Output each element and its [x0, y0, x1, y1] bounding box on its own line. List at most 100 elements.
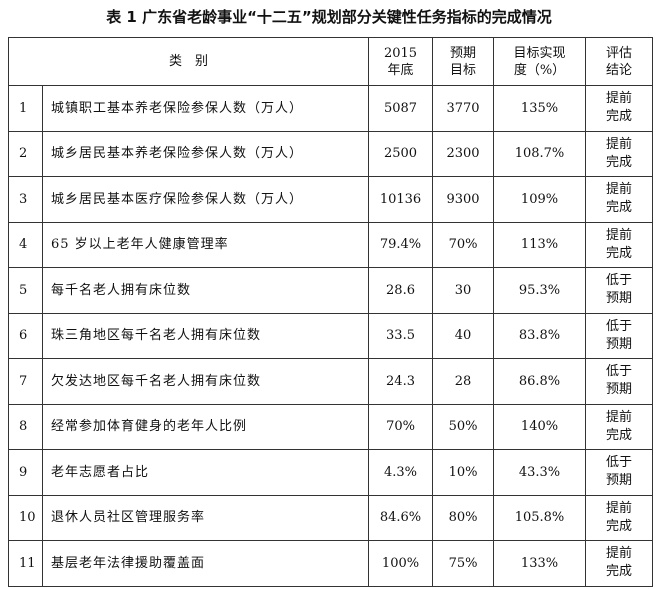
table-cell: 10%: [432, 449, 495, 496]
table-cell: 65 岁以上老年人健康管理率: [41, 221, 370, 268]
table-cell: 33.5: [368, 312, 434, 359]
table-row: 1 城镇职工基本养老保险参保人数（万人） 5087 3770 135% 提前完成: [8, 85, 654, 132]
cell-text: 108.7%: [514, 146, 565, 162]
cell-text: 10136: [379, 191, 422, 207]
table-cell: 低于预期: [585, 449, 654, 496]
cell-text: 95.3%: [518, 282, 561, 298]
cell-text: 1: [19, 100, 28, 116]
cell-text: 低于预期: [606, 455, 633, 489]
cell-text: 79.4%: [379, 237, 422, 253]
table-cell: 80%: [432, 494, 495, 541]
header-line: 预期: [450, 45, 477, 61]
table-cell: 城乡居民基本医疗保险参保人数（万人）: [41, 176, 370, 223]
cell-text: 4: [19, 237, 28, 253]
header-line: 类 别: [169, 54, 209, 69]
table-cell: 30: [432, 267, 495, 314]
table-cell: 9300: [432, 176, 495, 223]
table-cell: 7: [8, 358, 43, 405]
cell-text: 退休人员社区管理服务率: [51, 510, 206, 526]
header-cell: 类 别: [7, 37, 370, 86]
table-cell: 提前完成: [585, 221, 654, 268]
table-cell: 2: [8, 130, 43, 177]
cell-text: 欠发达地区每千名老人拥有床位数: [51, 373, 262, 389]
table-cell: 75%: [432, 540, 495, 587]
table-cell: 133%: [493, 540, 587, 587]
table-row: 8 经常参加体育健身的老年人比例 70% 50% 140% 提前完成: [8, 403, 654, 450]
header-line: 结论: [606, 62, 633, 78]
cell-text: 3770: [446, 100, 480, 116]
cell-text: 83.8%: [518, 328, 561, 344]
cell-text: 珠三角地区每千名老人拥有床位数: [51, 328, 262, 344]
table-cell: 95.3%: [493, 267, 587, 314]
cell-text: 提前完成: [606, 409, 633, 443]
table-cell: 1: [8, 85, 43, 132]
cell-text: 低于预期: [606, 273, 633, 307]
cell-text: 提前完成: [606, 546, 633, 580]
cell-text: 提前完成: [606, 91, 633, 125]
table-body: 1 城镇职工基本养老保险参保人数（万人） 5087 3770 135% 提前完成 2 城乡居民…: [8, 85, 654, 587]
table-cell: 低于预期: [585, 267, 654, 314]
cell-text: 70%: [386, 419, 415, 435]
header-cell: 评估 结论: [585, 37, 654, 86]
table-cell: 6: [8, 312, 43, 359]
table-row: 4 65 岁以上老年人健康管理率 79.4% 70% 113% 提前完成: [8, 221, 654, 268]
table-cell: 提前完成: [585, 85, 654, 132]
table-cell: 城乡居民基本养老保险参保人数（万人）: [41, 130, 370, 177]
table-cell: 10136: [368, 176, 434, 223]
cell-text: 70%: [448, 237, 478, 253]
table-cell: 3: [8, 176, 43, 223]
cell-text: 8: [19, 419, 28, 435]
table-cell: 9: [8, 449, 43, 496]
table-cell: 8: [8, 403, 43, 450]
cell-text: 113%: [520, 237, 559, 253]
table-cell: 3770: [432, 85, 495, 132]
cell-text: 109%: [520, 191, 559, 207]
table-cell: 提前完成: [585, 176, 654, 223]
cell-text: 提前完成: [606, 500, 633, 534]
cell-text: 基层老年法律援助覆盖面: [51, 555, 206, 571]
table-cell: 105.8%: [493, 494, 587, 541]
cell-text: 低于预期: [606, 318, 633, 352]
table-cell: 70%: [432, 221, 495, 268]
table-cell: 86.8%: [493, 358, 587, 405]
header-row: 类 别 2015 年底 预期 目标 目标实现 度（%） 评估 结论: [7, 37, 654, 86]
cell-text: 2500: [383, 146, 418, 162]
table-cell: 109%: [493, 176, 587, 223]
cell-text: 65 岁以上老年人健康管理率: [51, 237, 229, 253]
cell-text: 24.3: [386, 373, 415, 389]
header-line: 年底: [387, 62, 414, 78]
table-cell: 84.6%: [368, 494, 434, 541]
table-cell: 140%: [493, 403, 587, 450]
table-cell: 40: [432, 312, 495, 359]
cell-text: 84.6%: [379, 510, 422, 526]
table-row: 2 城乡居民基本养老保险参保人数（万人） 2500 2300 108.7% 提前完成: [8, 130, 654, 177]
cell-text: 3: [19, 191, 28, 207]
table-cell: 5087: [368, 85, 434, 132]
cell-text: 40: [454, 328, 472, 344]
cell-text: 105.8%: [514, 510, 565, 526]
table-cell: 135%: [493, 85, 587, 132]
table-cell: 提前完成: [585, 403, 654, 450]
cell-text: 城乡居民基本医疗保险参保人数（万人）: [51, 191, 304, 207]
header-cell: 预期 目标: [432, 37, 495, 86]
cell-text: 低于预期: [606, 364, 633, 398]
table-cell: 欠发达地区每千名老人拥有床位数: [41, 358, 370, 405]
cell-text: 10: [19, 510, 36, 526]
cell-text: 28: [454, 373, 472, 389]
cell-text: 30: [454, 282, 472, 298]
cell-text: 城乡居民基本养老保险参保人数（万人）: [51, 146, 304, 162]
table-cell: 28.6: [368, 267, 434, 314]
cell-text: 28.6: [386, 282, 415, 298]
table: 类 别 2015 年底 预期 目标 目标实现 度（%） 评估 结论 1 城镇职工基本养老保险参保人…: [7, 37, 654, 587]
table-title: 表 1 广东省老龄事业“十二五”规划部分关键性任务指标的完成情况: [106, 8, 552, 26]
cell-text: 7: [19, 373, 28, 389]
table-row: 6 珠三角地区每千名老人拥有床位数 33.5 40 83.8% 低于预期: [8, 312, 654, 359]
header-line: 2015: [383, 45, 418, 61]
table-cell: 79.4%: [368, 221, 434, 268]
cell-text: 5087: [383, 100, 418, 116]
table-cell: 4.3%: [368, 449, 434, 496]
table-cell: 老年志愿者占比: [41, 449, 370, 496]
cell-text: 老年志愿者占比: [51, 464, 150, 480]
cell-text: 6: [19, 328, 28, 344]
table-cell: 50%: [432, 403, 495, 450]
